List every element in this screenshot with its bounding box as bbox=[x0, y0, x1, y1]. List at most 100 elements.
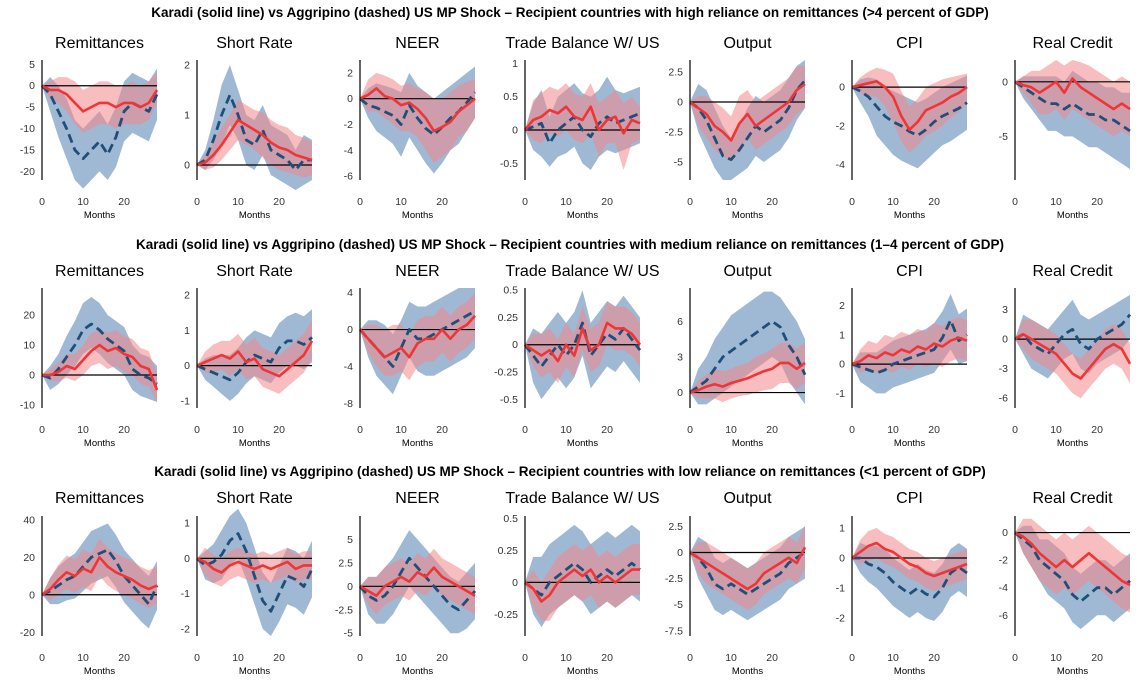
aggripino-dashed-line bbox=[851, 318, 968, 375]
y-tick-label: 0 bbox=[839, 359, 845, 371]
karadi-solid-line bbox=[41, 555, 158, 596]
y-tick-label: 0 bbox=[29, 370, 35, 382]
x-tick-label: 20 bbox=[1091, 196, 1103, 208]
panel-title: Short Rate bbox=[216, 35, 293, 52]
panel-title: NEER bbox=[395, 490, 439, 507]
y-tick-label: 2 bbox=[839, 300, 845, 312]
x-tick-label: 0 bbox=[1012, 652, 1018, 664]
karadi-solid-line bbox=[851, 336, 968, 366]
karadi-solid-line bbox=[1014, 77, 1131, 111]
y-tick-label: 0 bbox=[29, 80, 35, 92]
y-tick-label: -5 bbox=[674, 157, 683, 169]
y-tick-label: 2.5 bbox=[668, 67, 683, 79]
x-axis-label: Months bbox=[567, 210, 598, 221]
solid-series-band bbox=[690, 526, 805, 610]
chart-row: Karadi (solid line) vs Aggripino (dashed… bbox=[20, 237, 1132, 449]
x-axis-label: Months bbox=[732, 438, 763, 449]
aggripino-dashed-line bbox=[359, 91, 477, 137]
panel-title: CPI bbox=[896, 490, 923, 507]
panel-title: Output bbox=[723, 490, 772, 507]
x-axis-label: Months bbox=[1057, 210, 1088, 221]
x-axis-label: Months bbox=[1057, 438, 1088, 449]
x-axis-label: Months bbox=[239, 210, 270, 221]
x-tick-label: 0 bbox=[357, 652, 363, 664]
panel-title: NEER bbox=[395, 263, 439, 280]
y-tick-label: -8 bbox=[344, 398, 353, 410]
x-tick-label: 20 bbox=[601, 424, 613, 436]
karadi-solid-line bbox=[196, 340, 314, 378]
x-tick-label: 10 bbox=[232, 652, 244, 664]
aggripino-dashed-line bbox=[196, 532, 314, 613]
y-tick-label: -5 bbox=[26, 102, 35, 114]
y-tick-label: 2.5 bbox=[338, 557, 353, 569]
x-tick-label: 20 bbox=[273, 652, 285, 664]
aggripino-dashed-line bbox=[851, 85, 968, 137]
x-tick-label: 0 bbox=[687, 652, 693, 664]
karadi-solid-line bbox=[524, 321, 642, 363]
y-tick-label: 0.25 bbox=[498, 545, 519, 557]
y-tick-label: -20 bbox=[20, 627, 35, 639]
y-tick-label: 0 bbox=[512, 577, 518, 589]
y-tick-label: 1 bbox=[184, 518, 190, 530]
panel-title: CPI bbox=[896, 263, 923, 280]
x-axis-label: Months bbox=[239, 666, 270, 677]
y-tick-label: 1 bbox=[512, 58, 518, 70]
y-tick-label: 4 bbox=[347, 287, 353, 299]
x-axis-label: Months bbox=[84, 438, 115, 449]
panel-title: Short Rate bbox=[216, 490, 293, 507]
y-tick-label: 2.5 bbox=[668, 521, 683, 533]
aggripino-dashed-line bbox=[1014, 80, 1131, 133]
x-tick-label: 10 bbox=[725, 424, 737, 436]
y-tick-label: -0.5 bbox=[500, 158, 518, 170]
x-tick-label: 10 bbox=[887, 424, 899, 436]
x-tick-label: 0 bbox=[849, 196, 855, 208]
x-tick-label: 20 bbox=[118, 652, 130, 664]
karadi-solid-line bbox=[1014, 332, 1132, 380]
x-tick-label: 10 bbox=[395, 196, 407, 208]
x-tick-label: 0 bbox=[1012, 424, 1018, 436]
panel-title: CPI bbox=[896, 35, 923, 52]
x-tick-label: 20 bbox=[601, 652, 613, 664]
x-tick-label: 0 bbox=[522, 424, 528, 436]
y-tick-label: 0 bbox=[184, 160, 190, 172]
y-tick-label: -6 bbox=[999, 393, 1008, 405]
solid-series-band bbox=[197, 319, 312, 394]
y-tick-label: -0.5 bbox=[500, 394, 518, 406]
x-axis-label: Months bbox=[402, 210, 433, 221]
panel-title: Trade Balance W/ US bbox=[505, 35, 659, 52]
y-tick-label: 1 bbox=[184, 110, 190, 122]
solid-series-band bbox=[360, 292, 475, 381]
panel-title: Remittances bbox=[55, 490, 144, 507]
y-tick-label: -3 bbox=[999, 363, 1008, 375]
x-tick-label: 10 bbox=[232, 196, 244, 208]
y-tick-label: -2.5 bbox=[665, 573, 683, 585]
y-tick-label: -5 bbox=[674, 599, 683, 611]
y-tick-label: 20 bbox=[23, 310, 35, 322]
aggripino-dashed-line bbox=[41, 548, 159, 606]
aggripino-dashed-line bbox=[358, 556, 477, 612]
x-tick-label: 20 bbox=[273, 196, 285, 208]
x-tick-label: 20 bbox=[601, 196, 613, 208]
y-tick-label: 0.25 bbox=[498, 312, 519, 324]
x-tick-label: 10 bbox=[725, 652, 737, 664]
y-tick-label: 2 bbox=[184, 60, 190, 72]
y-tick-label: 0.5 bbox=[503, 513, 518, 525]
y-tick-label: -2 bbox=[181, 623, 190, 635]
y-tick-label: 1 bbox=[839, 523, 845, 535]
y-tick-label: -4 bbox=[836, 159, 845, 171]
y-tick-label: -2 bbox=[344, 119, 353, 131]
x-axis-label: Months bbox=[402, 438, 433, 449]
x-tick-label: 20 bbox=[118, 196, 130, 208]
y-tick-label: 6 bbox=[677, 316, 683, 328]
x-axis-label: Months bbox=[84, 210, 115, 221]
y-tick-label: 0 bbox=[347, 93, 353, 105]
x-tick-label: 20 bbox=[436, 196, 448, 208]
